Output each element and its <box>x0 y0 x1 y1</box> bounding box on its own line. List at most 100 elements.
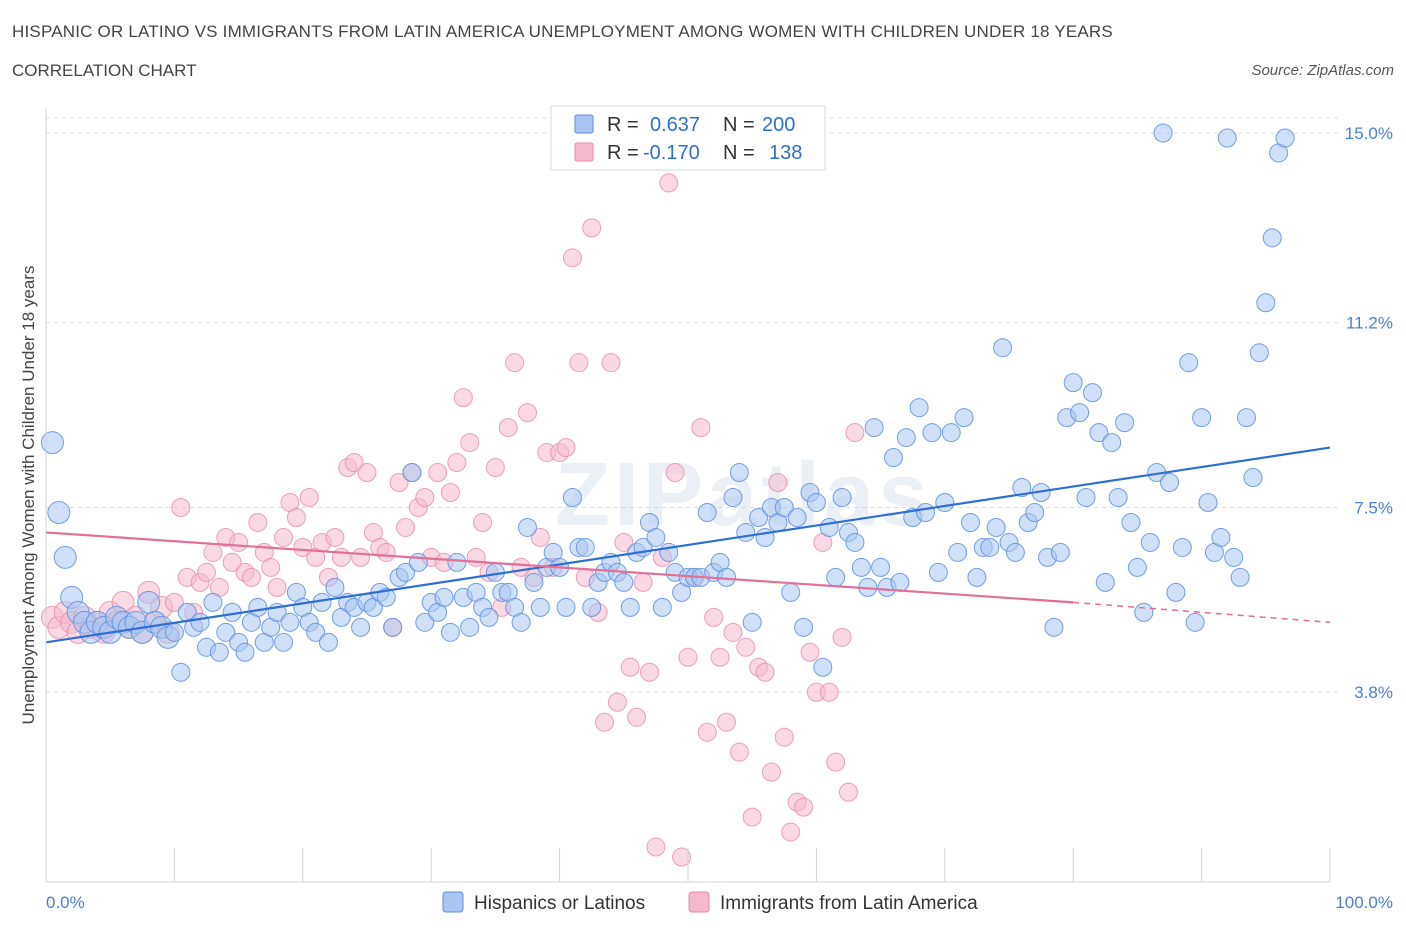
point-hispanics-170 <box>1134 602 1154 622</box>
x-tick-label-1: 100.0% <box>1335 893 1393 912</box>
point-hispanics-122 <box>826 567 846 587</box>
point-hispanics-106 <box>723 488 743 508</box>
bottom-legend-swatch-pink <box>688 891 710 913</box>
point-immigrants-109 <box>742 807 762 827</box>
point-immigrants-80 <box>556 438 576 458</box>
point-immigrants-35 <box>267 577 287 597</box>
point-hispanics-148 <box>993 338 1013 358</box>
point-immigrants-98 <box>672 847 692 867</box>
point-immigrants-39 <box>293 537 313 557</box>
point-hispanics-65 <box>460 617 480 637</box>
legend-r-value-1: 0.637 <box>650 114 700 136</box>
legend-n-value-1: 200 <box>762 114 795 136</box>
bottom-legend-label-hispanics: Hispanics or Latinos <box>474 893 645 914</box>
point-immigrants-58 <box>415 488 435 508</box>
point-immigrants-107 <box>729 742 749 762</box>
point-hispanics-63 <box>447 552 467 572</box>
point-hispanics-1 <box>47 500 71 524</box>
point-hispanics-111 <box>755 527 775 547</box>
point-hispanics-61 <box>434 587 454 607</box>
point-hispanics-0 <box>40 431 64 455</box>
point-hispanics-43 <box>318 632 338 652</box>
point-hispanics-74 <box>518 517 537 537</box>
point-hispanics-165 <box>1102 433 1122 453</box>
point-hispanics-173 <box>1153 123 1173 143</box>
point-hispanics-133 <box>896 428 916 448</box>
point-hispanics-183 <box>1217 128 1237 148</box>
point-immigrants-104 <box>710 647 730 667</box>
point-immigrants-32 <box>248 512 268 532</box>
point-hispanics-19 <box>164 622 184 642</box>
point-hispanics-132 <box>890 572 910 592</box>
point-immigrants-48 <box>351 547 371 567</box>
point-hispanics-150 <box>1005 542 1025 562</box>
point-hispanics-171 <box>1140 532 1160 552</box>
point-hispanics-153 <box>1025 502 1045 522</box>
point-immigrants-36 <box>274 527 294 547</box>
point-immigrants-64 <box>453 388 473 408</box>
point-immigrants-91 <box>627 707 647 727</box>
point-hispanics-138 <box>928 562 948 582</box>
trend-line-immigrants-extension <box>1073 601 1331 624</box>
point-hispanics-83 <box>575 537 595 557</box>
point-hispanics-121 <box>819 517 839 537</box>
point-hispanics-95 <box>652 597 672 617</box>
point-hispanics-44 <box>325 577 345 597</box>
point-hispanics-144 <box>967 567 987 587</box>
point-hispanics-75 <box>524 572 544 592</box>
legend-r-label-1: R = <box>607 114 639 136</box>
x-tick-label-0: 0.0% <box>46 893 85 912</box>
point-hispanics-80 <box>556 597 576 617</box>
point-hispanics-120 <box>813 657 833 677</box>
point-immigrants-76 <box>530 527 550 547</box>
point-immigrants-20 <box>171 497 191 517</box>
point-immigrants-90 <box>620 657 640 677</box>
point-immigrants-99 <box>678 647 698 667</box>
point-hispanics-185 <box>1230 567 1250 587</box>
point-hispanics-57 <box>408 552 428 572</box>
series-hispanics-points <box>40 123 1295 682</box>
point-hispanics-186 <box>1237 408 1257 428</box>
point-hispanics-37 <box>280 612 300 632</box>
point-immigrants-101 <box>691 418 711 438</box>
point-hispanics-23 <box>190 612 210 632</box>
point-hispanics-25 <box>203 592 223 612</box>
point-hispanics-58 <box>415 612 435 632</box>
point-immigrants-44 <box>325 527 345 547</box>
point-immigrants-40 <box>299 488 319 508</box>
point-hispanics-62 <box>440 622 460 642</box>
point-immigrants-118 <box>800 642 820 662</box>
point-hispanics-108 <box>736 522 756 542</box>
point-hispanics-142 <box>954 408 974 428</box>
point-immigrants-55 <box>396 517 416 537</box>
point-hispanics-20 <box>171 662 191 682</box>
point-hispanics-141 <box>948 542 968 562</box>
point-immigrants-65 <box>460 433 480 453</box>
point-hispanics-174 <box>1160 473 1179 493</box>
point-hispanics-89 <box>614 572 634 592</box>
bottom-legend: Hispanics or Latinos Immigrants from Lat… <box>442 891 978 914</box>
point-hispanics-160 <box>1070 403 1090 423</box>
point-hispanics-81 <box>562 488 582 508</box>
point-hispanics-90 <box>620 597 640 617</box>
point-immigrants-89 <box>614 532 634 552</box>
point-hispanics-159 <box>1063 373 1083 393</box>
point-hispanics-151 <box>1012 478 1032 498</box>
point-immigrants-93 <box>639 662 659 682</box>
point-hispanics-136 <box>916 502 936 522</box>
legend-swatch-pink <box>574 142 594 162</box>
point-immigrants-54 <box>389 473 409 493</box>
point-hispanics-143 <box>960 512 980 532</box>
point-hispanics-169 <box>1127 557 1147 577</box>
point-immigrants-24 <box>197 562 216 582</box>
point-immigrants-108 <box>736 637 756 657</box>
point-hispanics-180 <box>1198 492 1218 512</box>
point-hispanics-116 <box>787 507 807 527</box>
point-immigrants-63 <box>447 453 467 473</box>
legend-r-label-2: R = <box>607 142 639 164</box>
y-tick-label-2: 11.2% <box>1346 314 1393 333</box>
point-hispanics-102 <box>697 502 717 522</box>
legend-n-value-2: 138 <box>769 142 802 164</box>
point-immigrants-87 <box>601 353 621 373</box>
point-hispanics-137 <box>922 423 942 443</box>
